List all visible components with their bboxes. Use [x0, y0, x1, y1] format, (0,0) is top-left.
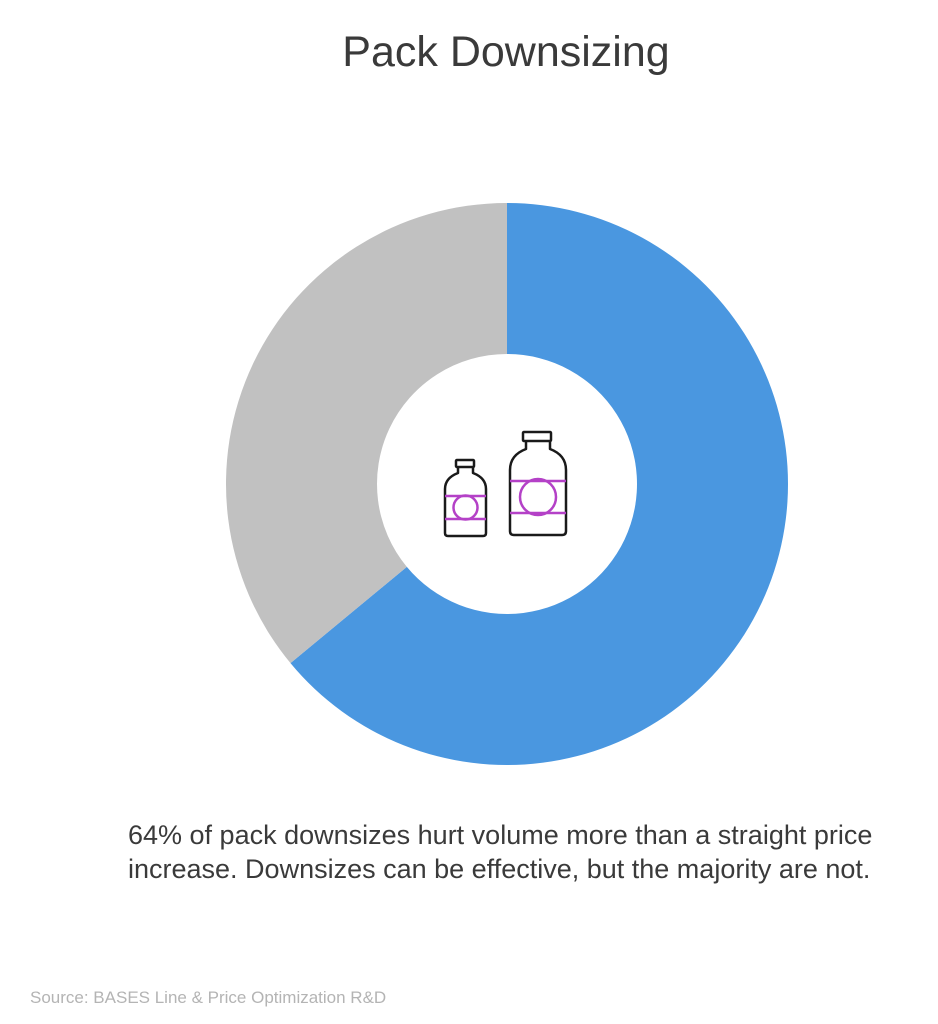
source-note: Source: BASES Line & Price Optimization …	[30, 988, 387, 1007]
chart-title: Pack Downsizing	[342, 28, 670, 76]
chart-caption: 64% of pack downsizes hurt volume more t…	[128, 820, 873, 884]
donut-slice-1	[290, 203, 788, 766]
bottles-icon	[443, 430, 568, 538]
donut-slice-2	[226, 203, 508, 664]
